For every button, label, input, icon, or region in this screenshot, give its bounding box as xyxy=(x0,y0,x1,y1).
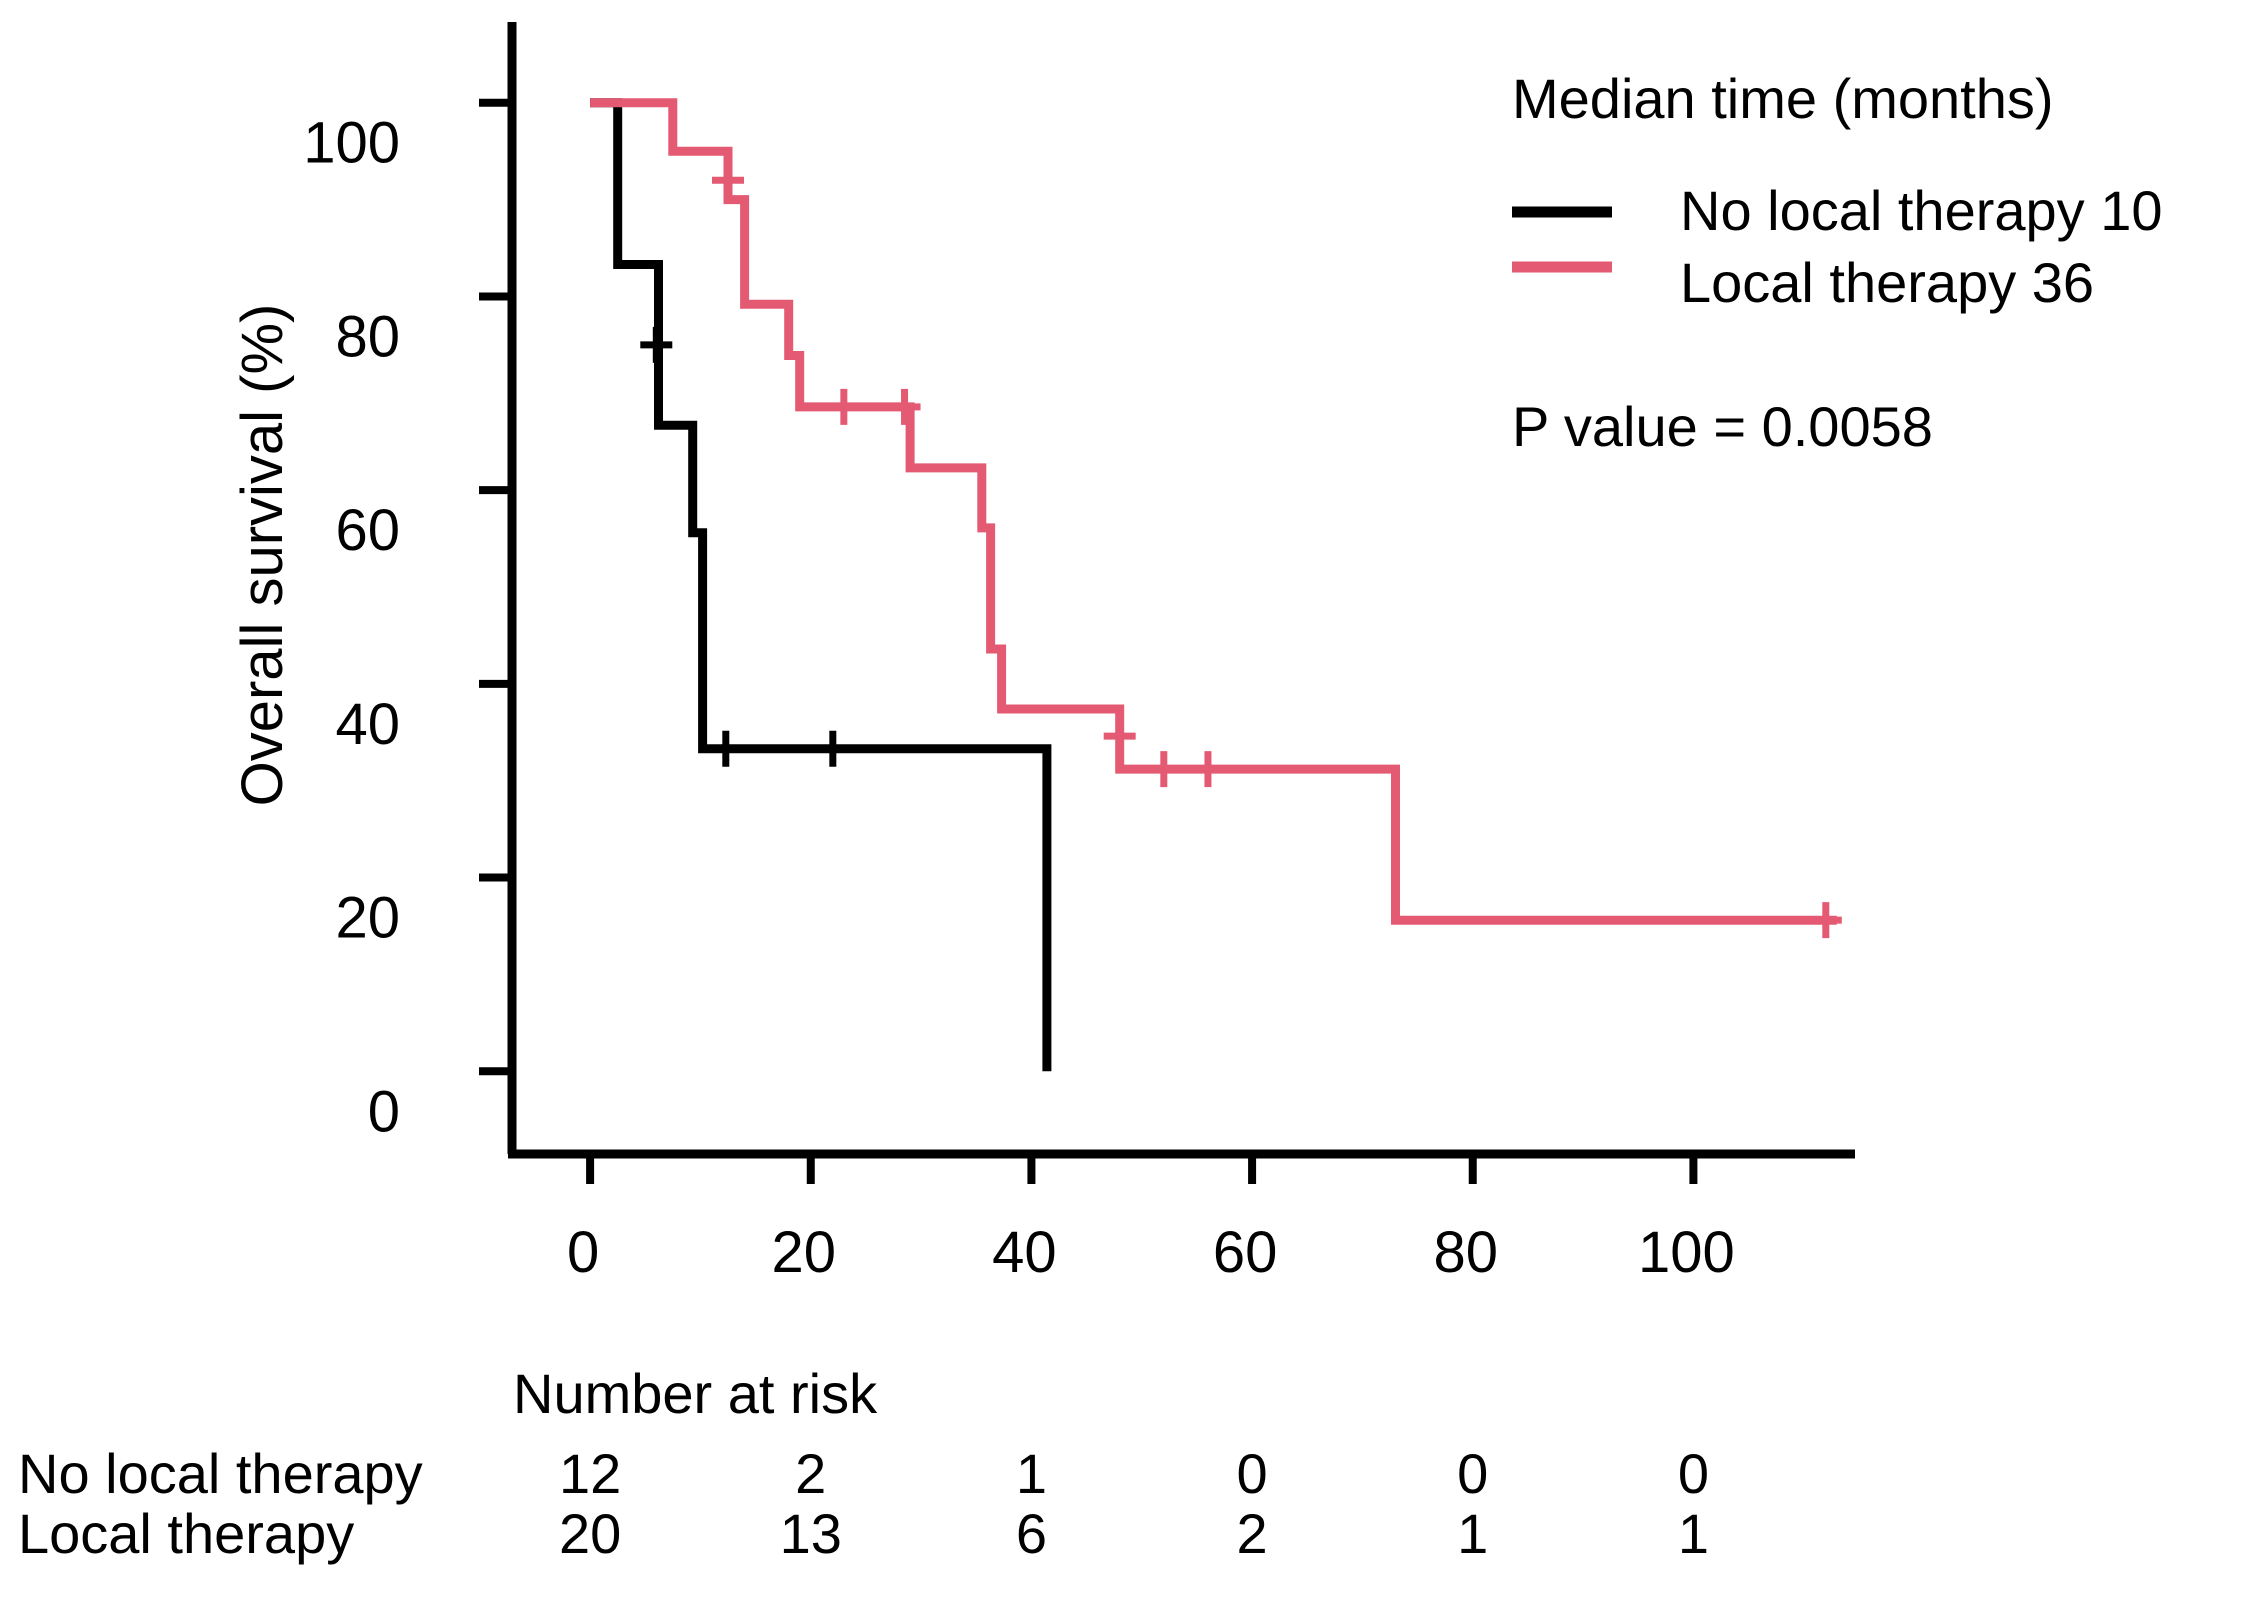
p-value: P value = 0.0058 xyxy=(1512,395,1933,458)
risk-value: 0 xyxy=(1678,1442,1709,1505)
risk-value: 12 xyxy=(559,1442,621,1505)
censor-mark xyxy=(1809,902,1842,939)
legend-entry-no-local: No local therapy 10 xyxy=(1680,179,2163,242)
censor-mark xyxy=(827,388,860,425)
legend: Median time (months) No local therapy 10… xyxy=(1512,67,2163,458)
risk-table-title: Number at risk xyxy=(513,1362,878,1425)
risk-value: 20 xyxy=(559,1502,621,1565)
x-tick-label: 20 xyxy=(772,1220,837,1285)
risk-value: 0 xyxy=(1457,1442,1488,1505)
censor-mark xyxy=(1103,718,1136,755)
censor-mark xyxy=(1147,751,1180,788)
x-tick-label: 60 xyxy=(1213,1220,1278,1285)
axes xyxy=(507,22,1855,1159)
y-axis-label: Overall survival (%) xyxy=(230,304,295,807)
y-tick-label: 20 xyxy=(335,886,400,951)
censor-mark xyxy=(712,162,745,199)
risk-value: 1 xyxy=(1457,1502,1488,1565)
risk-value: 0 xyxy=(1237,1442,1268,1505)
x-tick-label: 0 xyxy=(567,1220,599,1285)
x-tick-label: 100 xyxy=(1638,1220,1735,1285)
censor-mark xyxy=(816,730,849,767)
risk-value: 2 xyxy=(795,1442,826,1505)
y-tick-label: 60 xyxy=(335,498,400,563)
survival-curve-local-therapy xyxy=(590,98,1837,925)
risk-value: 1 xyxy=(1678,1502,1709,1565)
y-tick-label: 100 xyxy=(303,111,400,176)
censor-mark xyxy=(888,388,921,425)
risk-table: Number at risk No local therapy Local th… xyxy=(18,1362,1709,1565)
survival-curve-no-local-therapy xyxy=(590,98,1052,1072)
risk-values: 12 2 1 0 0 020 13 6 2 1 1 xyxy=(559,1442,1709,1565)
risk-row-label-local: Local therapy xyxy=(18,1502,354,1565)
legend-title: Median time (months) xyxy=(1512,67,2054,130)
x-tick-label: 80 xyxy=(1433,1220,1498,1285)
survival-curves xyxy=(590,98,1842,1072)
censor-mark xyxy=(640,326,673,363)
risk-value: 2 xyxy=(1237,1502,1268,1565)
risk-value: 1 xyxy=(1016,1442,1047,1505)
risk-value: 6 xyxy=(1016,1502,1047,1565)
y-tick-label: 0 xyxy=(368,1079,400,1144)
risk-row-label-no-local: No local therapy xyxy=(18,1442,423,1505)
x-tick-label: 40 xyxy=(992,1220,1057,1285)
series-local-therapy xyxy=(590,98,1842,939)
series-no-local-therapy xyxy=(590,98,1052,1072)
y-tick-label: 80 xyxy=(335,304,400,369)
y-tick-label: 40 xyxy=(335,692,400,757)
legend-entry-local: Local therapy 36 xyxy=(1680,251,2094,314)
risk-value: 13 xyxy=(780,1502,842,1565)
axis-ticks: 0 20 40 60 80 100 0 20 40 60 80 100 xyxy=(303,98,1735,1285)
censor-mark xyxy=(709,730,742,767)
censor-mark xyxy=(1191,751,1224,788)
